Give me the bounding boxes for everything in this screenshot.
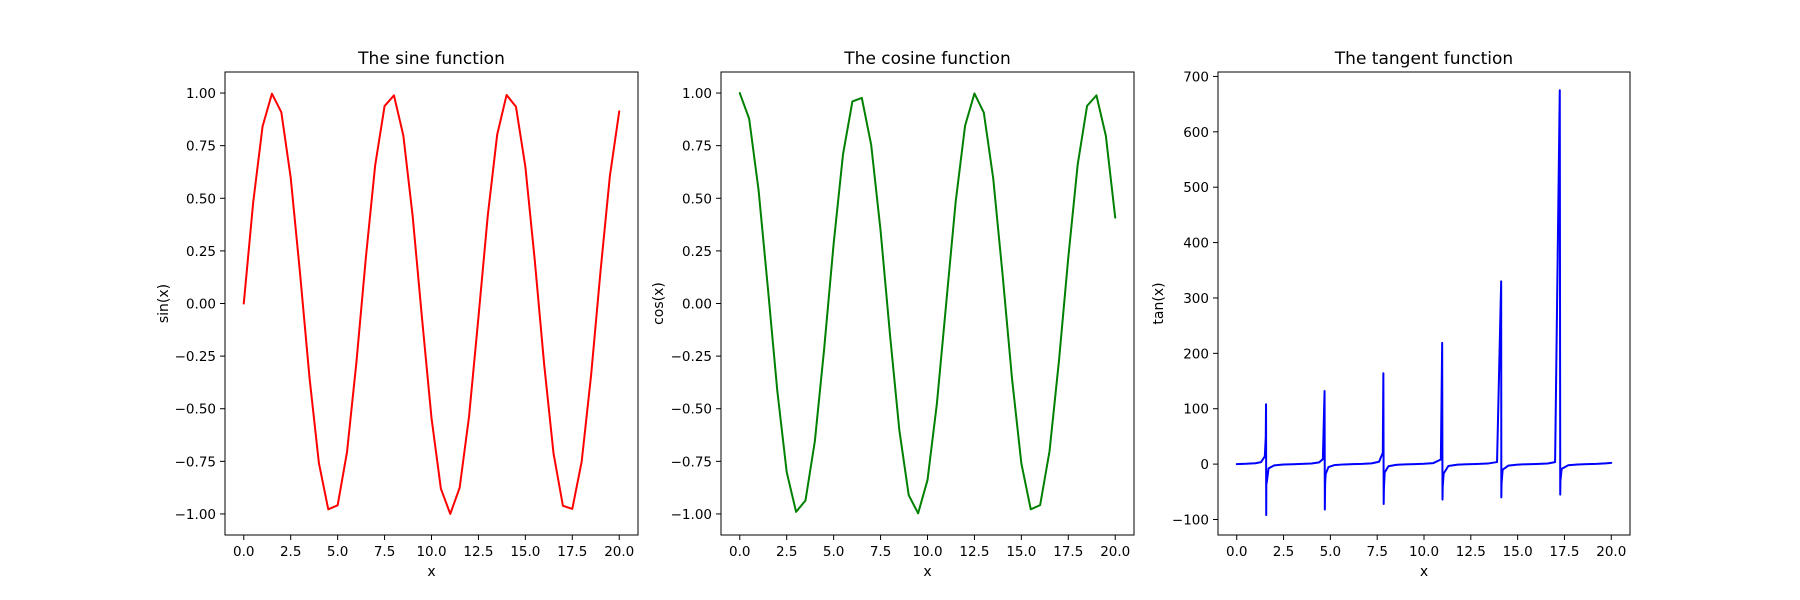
sine-xlabel: x bbox=[427, 564, 435, 580]
sine-ytick-label: −0.50 bbox=[175, 402, 216, 418]
sine-series-line bbox=[242, 92, 621, 515]
sine-ytick-label: 1.00 bbox=[186, 86, 216, 102]
tangent-xtick-label: 15.0 bbox=[1503, 544, 1533, 560]
cosine-xtick-label: 0.0 bbox=[729, 544, 750, 560]
cosine-title: The cosine function bbox=[843, 49, 1010, 69]
sine-xtick-label: 20.0 bbox=[604, 544, 634, 560]
tangent-ytick-label: 400 bbox=[1183, 236, 1209, 252]
sine-xtick-label: 12.5 bbox=[463, 544, 493, 560]
cosine-xtick-label: 20.0 bbox=[1100, 544, 1130, 560]
tangent-ytick-label: −100 bbox=[1172, 512, 1209, 528]
tangent-ytick-label: 200 bbox=[1183, 346, 1209, 362]
sine-ytick-label: −1.00 bbox=[175, 507, 216, 523]
sine-xtick-label: 2.5 bbox=[280, 544, 301, 560]
cosine-ytick-label: −0.25 bbox=[671, 349, 712, 365]
cosine-xtick-label: 17.5 bbox=[1053, 544, 1083, 560]
cosine-panel: The cosine function x cos(x) 0.0 2.5 5.0 7.… bbox=[651, 49, 1135, 580]
cosine-xtick-label: 10.0 bbox=[912, 544, 942, 560]
cosine-series-line bbox=[738, 92, 1117, 515]
sine-ytick-label: −0.25 bbox=[175, 349, 216, 365]
tangent-xtick-label: 7.5 bbox=[1366, 544, 1387, 560]
sine-ytick-label: −0.75 bbox=[175, 454, 216, 470]
sine-ytick-label: 0.25 bbox=[186, 244, 216, 260]
sine-ytick-label: 0.50 bbox=[186, 191, 216, 207]
cosine-ytick-label: −0.50 bbox=[671, 402, 712, 418]
sine-panel: The sine function x sin(x) 0.0 2.5 5.0 7.5 1… bbox=[156, 49, 639, 580]
tangent-xlabel: x bbox=[1420, 564, 1428, 580]
tangent-ytick-label: 0 bbox=[1200, 457, 1209, 473]
cosine-xtick-label: 12.5 bbox=[959, 544, 989, 560]
tangent-xtick-label: 2.5 bbox=[1273, 544, 1294, 560]
cosine-ylabel: cos(x) bbox=[651, 282, 667, 325]
sine-xtick-label: 17.5 bbox=[557, 544, 587, 560]
tangent-ytick-label: 100 bbox=[1183, 402, 1209, 418]
cosine-xtick-label: 2.5 bbox=[776, 544, 797, 560]
cosine-ytick-label: −1.00 bbox=[671, 507, 712, 523]
sine-ytick-label: 0.75 bbox=[186, 139, 216, 155]
tangent-ylabel: tan(x) bbox=[1151, 282, 1167, 324]
tangent-title: The tangent function bbox=[1334, 49, 1513, 69]
sine-ylabel: sin(x) bbox=[156, 284, 172, 323]
sine-xtick-label: 7.5 bbox=[374, 544, 395, 560]
tangent-xtick-label: 17.5 bbox=[1549, 544, 1579, 560]
cosine-ytick-label: −0.75 bbox=[671, 454, 712, 470]
cosine-ytick-label: 0.75 bbox=[682, 139, 712, 155]
cosine-ytick-label: 1.00 bbox=[682, 86, 712, 102]
cosine-ytick-label: 0.50 bbox=[682, 191, 712, 207]
cosine-xtick-label: 5.0 bbox=[823, 544, 844, 560]
tangent-xtick-label: 5.0 bbox=[1320, 544, 1341, 560]
sine-xtick-label: 10.0 bbox=[416, 544, 446, 560]
cosine-xlabel: x bbox=[923, 564, 931, 580]
tangent-ytick-label: 500 bbox=[1183, 180, 1209, 196]
tangent-ytick-label: 700 bbox=[1183, 69, 1209, 85]
tangent-xtick-label: 20.0 bbox=[1596, 544, 1626, 560]
tangent-ytick-label: 600 bbox=[1183, 125, 1209, 141]
tangent-series-line bbox=[1235, 89, 1613, 517]
tangent-xtick-label: 0.0 bbox=[1226, 544, 1247, 560]
tangent-xtick-label: 10.0 bbox=[1409, 544, 1439, 560]
cosine-ytick-label: 0.00 bbox=[682, 297, 712, 313]
tangent-panel: The tangent function x tan(x) 0.0 2.5 5.0 7… bbox=[1151, 49, 1631, 580]
sine-xtick-label: 15.0 bbox=[510, 544, 540, 560]
cosine-xtick-label: 15.0 bbox=[1006, 544, 1036, 560]
sine-xtick-label: 5.0 bbox=[327, 544, 348, 560]
sine-title: The sine function bbox=[357, 49, 505, 69]
tangent-ytick-label: 300 bbox=[1183, 291, 1209, 307]
sine-ytick-label: 0.00 bbox=[186, 297, 216, 313]
sine-xtick-label: 0.0 bbox=[233, 544, 254, 560]
tangent-xtick-label: 12.5 bbox=[1456, 544, 1486, 560]
cosine-xtick-label: 7.5 bbox=[870, 544, 891, 560]
cosine-ytick-label: 0.25 bbox=[682, 244, 712, 260]
